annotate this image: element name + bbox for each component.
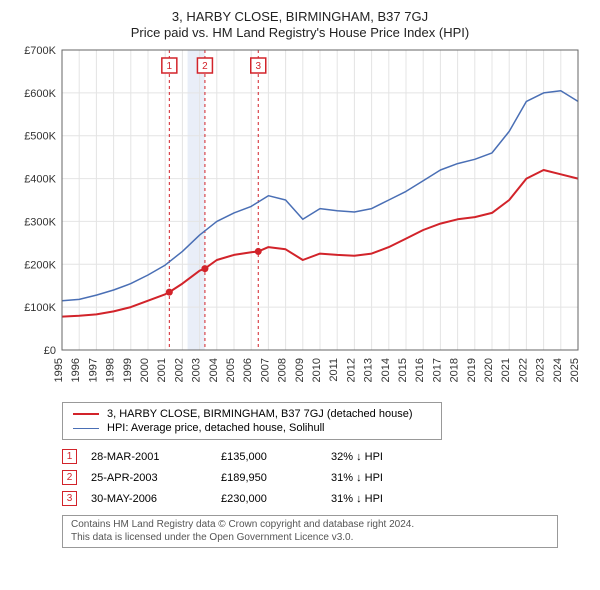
svg-text:2003: 2003 xyxy=(191,358,203,382)
sales-pct: 31% ↓ HPI xyxy=(331,493,451,505)
svg-text:2006: 2006 xyxy=(242,358,254,382)
sales-marker-box: 1 xyxy=(62,449,77,464)
chart-page: 3, HARBY CLOSE, BIRMINGHAM, B37 7GJ Pric… xyxy=(0,0,600,590)
svg-text:1: 1 xyxy=(167,61,173,72)
svg-text:£0: £0 xyxy=(44,345,56,357)
svg-text:£200K: £200K xyxy=(24,259,56,271)
svg-text:2014: 2014 xyxy=(380,358,392,382)
title-block: 3, HARBY CLOSE, BIRMINGHAM, B37 7GJ Pric… xyxy=(12,9,588,40)
svg-text:£400K: £400K xyxy=(24,174,56,186)
sales-price: £230,000 xyxy=(221,493,331,505)
sales-pct: 32% ↓ HPI xyxy=(331,451,451,463)
svg-text:1996: 1996 xyxy=(70,358,82,382)
svg-text:2023: 2023 xyxy=(535,358,547,382)
title-line-2: Price paid vs. HM Land Registry's House … xyxy=(12,25,588,40)
sales-date: 28-MAR-2001 xyxy=(91,451,221,463)
legend-box: 3, HARBY CLOSE, BIRMINGHAM, B37 7GJ (det… xyxy=(62,402,442,440)
svg-text:2022: 2022 xyxy=(517,358,529,382)
svg-text:£500K: £500K xyxy=(24,131,56,143)
svg-text:2005: 2005 xyxy=(225,358,237,382)
svg-text:1997: 1997 xyxy=(87,358,99,382)
sales-price: £135,000 xyxy=(221,451,331,463)
svg-text:2012: 2012 xyxy=(345,358,357,382)
svg-text:2008: 2008 xyxy=(277,358,289,382)
sales-marker-box: 2 xyxy=(62,470,77,485)
svg-text:2000: 2000 xyxy=(139,358,151,382)
chart-area: 1 2 3 £0 £100K £200K £300K £400K £500K £600K £700K… xyxy=(12,44,588,396)
legend-swatch-hpi xyxy=(73,428,99,429)
svg-text:2001: 2001 xyxy=(156,358,168,382)
svg-text:2007: 2007 xyxy=(259,358,271,382)
svg-text:1999: 1999 xyxy=(122,358,134,382)
legend-swatch-price xyxy=(73,413,99,415)
svg-text:2016: 2016 xyxy=(414,358,426,382)
footer-line-1: Contains HM Land Registry data © Crown c… xyxy=(71,519,549,532)
legend-row-hpi: HPI: Average price, detached house, Soli… xyxy=(73,421,431,435)
svg-text:1995: 1995 xyxy=(53,358,65,382)
svg-text:2010: 2010 xyxy=(311,358,323,382)
sales-marker-box: 3 xyxy=(62,491,77,506)
svg-text:2020: 2020 xyxy=(483,358,495,382)
legend-label-price: 3, HARBY CLOSE, BIRMINGHAM, B37 7GJ (det… xyxy=(107,408,412,420)
svg-text:2: 2 xyxy=(202,61,208,72)
sales-row: 2 25-APR-2003£189,95031% ↓ HPI xyxy=(62,467,588,488)
sales-row: 1 28-MAR-2001£135,00032% ↓ HPI xyxy=(62,446,588,467)
svg-text:2004: 2004 xyxy=(208,358,220,382)
svg-text:2018: 2018 xyxy=(449,358,461,382)
legend-label-hpi: HPI: Average price, detached house, Soli… xyxy=(107,422,325,434)
svg-text:1998: 1998 xyxy=(105,358,117,382)
svg-text:£700K: £700K xyxy=(24,45,56,57)
svg-text:2013: 2013 xyxy=(363,358,375,382)
svg-text:2021: 2021 xyxy=(500,358,512,382)
sales-price: £189,950 xyxy=(221,472,331,484)
svg-text:2011: 2011 xyxy=(328,358,340,382)
svg-text:2017: 2017 xyxy=(431,358,443,382)
svg-text:£300K: £300K xyxy=(24,216,56,228)
svg-text:2002: 2002 xyxy=(173,358,185,382)
sales-row: 3 30-MAY-2006£230,00031% ↓ HPI xyxy=(62,488,588,509)
svg-text:£100K: £100K xyxy=(24,302,56,314)
svg-text:3: 3 xyxy=(255,61,261,72)
svg-text:2015: 2015 xyxy=(397,358,409,382)
line-chart-svg: 1 2 3 £0 £100K £200K £300K £400K £500K £600K £700K… xyxy=(12,44,588,396)
sales-date: 30-MAY-2006 xyxy=(91,493,221,505)
svg-text:2025: 2025 xyxy=(569,358,581,382)
svg-text:£600K: £600K xyxy=(24,88,56,100)
sales-date: 25-APR-2003 xyxy=(91,472,221,484)
title-line-1: 3, HARBY CLOSE, BIRMINGHAM, B37 7GJ xyxy=(12,9,588,24)
sales-pct: 31% ↓ HPI xyxy=(331,472,451,484)
footer-line-2: This data is licensed under the Open Gov… xyxy=(71,532,549,545)
sales-table: 1 28-MAR-2001£135,00032% ↓ HPI 2 25-APR-200… xyxy=(62,446,588,509)
svg-text:2024: 2024 xyxy=(552,358,564,382)
footer-box: Contains HM Land Registry data © Crown c… xyxy=(62,515,558,548)
legend-row-price: 3, HARBY CLOSE, BIRMINGHAM, B37 7GJ (det… xyxy=(73,407,431,421)
svg-text:2009: 2009 xyxy=(294,358,306,382)
svg-text:2019: 2019 xyxy=(466,358,478,382)
